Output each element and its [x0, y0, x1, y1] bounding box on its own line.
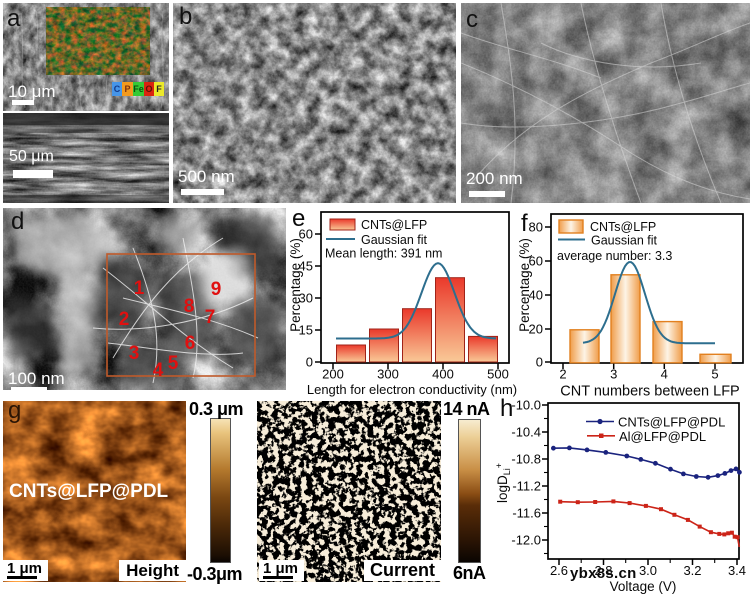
- svg-text:300: 300: [377, 367, 399, 382]
- svg-text:4: 4: [661, 367, 668, 382]
- svg-text:-11.2: -11.2: [512, 479, 541, 494]
- svg-text:1: 1: [134, 278, 145, 299]
- svg-text:Voltage (V): Voltage (V): [610, 579, 677, 594]
- svg-text:40: 40: [529, 288, 543, 303]
- svg-text:Mean length: 391 nm: Mean length: 391 nm: [325, 247, 442, 261]
- svg-text:2.8: 2.8: [594, 563, 612, 578]
- svg-text:3: 3: [610, 367, 617, 382]
- svg-text:6: 6: [185, 333, 196, 354]
- svg-text:3.4: 3.4: [728, 563, 746, 578]
- svg-text:Al@LFP@PDL: Al@LFP@PDL: [619, 429, 706, 444]
- svg-text:Length for electron conductivi: Length for electron conductivity (nm): [307, 382, 517, 397]
- svg-text:Percentage (%): Percentage (%): [517, 238, 532, 332]
- svg-text:CNTs@LFP: CNTs@LFP: [590, 220, 656, 234]
- svg-text:7: 7: [205, 307, 216, 328]
- svg-text:3.0: 3.0: [639, 563, 657, 578]
- svg-text:9: 9: [211, 279, 222, 300]
- svg-text:500: 500: [487, 367, 509, 382]
- svg-text:2.6: 2.6: [550, 563, 568, 578]
- svg-text:20: 20: [529, 322, 543, 337]
- svg-text:logDLi+: logDLi+: [494, 463, 512, 503]
- svg-text:5: 5: [168, 353, 179, 374]
- svg-text:3: 3: [129, 343, 140, 364]
- svg-text:200: 200: [322, 367, 344, 382]
- svg-text:CNT numbers between LFP: CNT numbers between LFP: [560, 384, 739, 400]
- svg-text:0: 0: [306, 355, 313, 370]
- svg-text:5: 5: [711, 367, 718, 382]
- svg-text:3.2: 3.2: [683, 563, 701, 578]
- svg-text:4: 4: [153, 360, 164, 381]
- svg-text:2: 2: [559, 367, 566, 382]
- svg-text:2: 2: [119, 309, 130, 330]
- svg-text:45: 45: [299, 259, 313, 274]
- svg-text:60: 60: [299, 227, 313, 242]
- svg-text:CNTs@LFP: CNTs@LFP: [361, 218, 427, 232]
- svg-text:-11.6: -11.6: [512, 506, 541, 521]
- svg-text:Gaussian fit: Gaussian fit: [591, 234, 658, 248]
- svg-text:Gaussian fit: Gaussian fit: [361, 233, 428, 247]
- svg-text:-10.4: -10.4: [511, 425, 541, 440]
- svg-text:-12.0: -12.0: [511, 533, 541, 548]
- svg-text:CNTs@LFP@PDL: CNTs@LFP@PDL: [618, 415, 725, 430]
- svg-text:-10.0: -10.0: [511, 398, 541, 413]
- svg-text:h: h: [500, 395, 513, 422]
- svg-text:15: 15: [299, 323, 313, 338]
- svg-text:8: 8: [184, 296, 195, 317]
- svg-text:80: 80: [529, 220, 543, 235]
- svg-text:f: f: [521, 210, 528, 237]
- svg-text:average number: 3.3: average number: 3.3: [557, 249, 672, 263]
- svg-text:0: 0: [536, 355, 543, 370]
- svg-text:30: 30: [299, 291, 313, 306]
- svg-text:60: 60: [529, 254, 543, 269]
- svg-text:400: 400: [432, 367, 454, 382]
- svg-text:-10.8: -10.8: [511, 452, 541, 467]
- svg-text:e: e: [292, 205, 305, 232]
- svg-text:Percentage (%): Percentage (%): [288, 238, 303, 332]
